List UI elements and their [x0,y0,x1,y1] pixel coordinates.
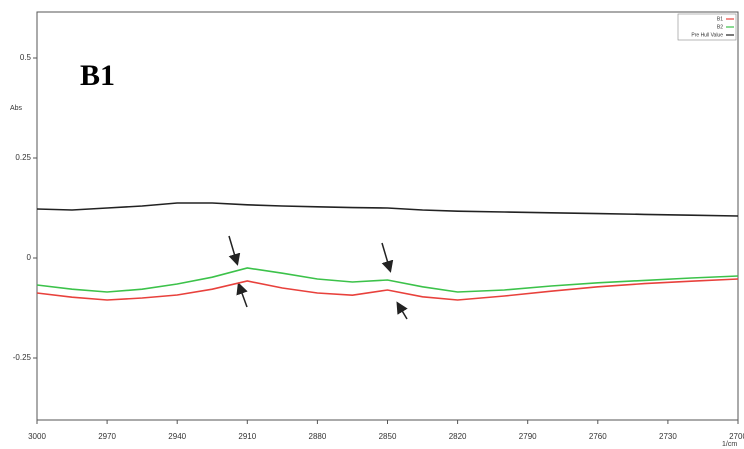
x-tick-label: 2760 [589,432,607,441]
x-axis-label: 1/cm [722,441,737,448]
series-line [36,278,739,301]
x-tick-label: 2970 [98,432,116,441]
x-tick-label: 2910 [238,432,256,441]
legend-label: B1 [717,16,723,22]
x-tick-label: 3000 [28,432,46,441]
arrow [396,301,408,320]
y-tick-label: 0.5 [20,53,32,62]
y-axis-label: Abs [10,105,23,112]
legend-label: B2 [717,24,723,30]
x-tick-label: 2820 [449,432,467,441]
y-tick-label: 0 [27,253,32,262]
legend-label: Pre Hull Value [691,32,723,38]
series-line [36,267,739,293]
x-tick-label: 2700 [729,432,744,441]
series-line [36,202,739,217]
plot-frame [36,11,739,421]
y-tick-label: -0.25 [13,353,32,362]
arrow [381,242,394,273]
arrow [236,282,248,308]
x-tick-label: 2730 [659,432,677,441]
x-tick-label: 2940 [168,432,186,441]
x-tick-label: 2880 [309,432,327,441]
arrow [228,235,241,266]
annotation: B1 [80,59,115,92]
y-tick-label: 0.25 [15,153,31,162]
x-tick-label: 2850 [379,432,397,441]
x-tick-label: 2790 [519,432,537,441]
